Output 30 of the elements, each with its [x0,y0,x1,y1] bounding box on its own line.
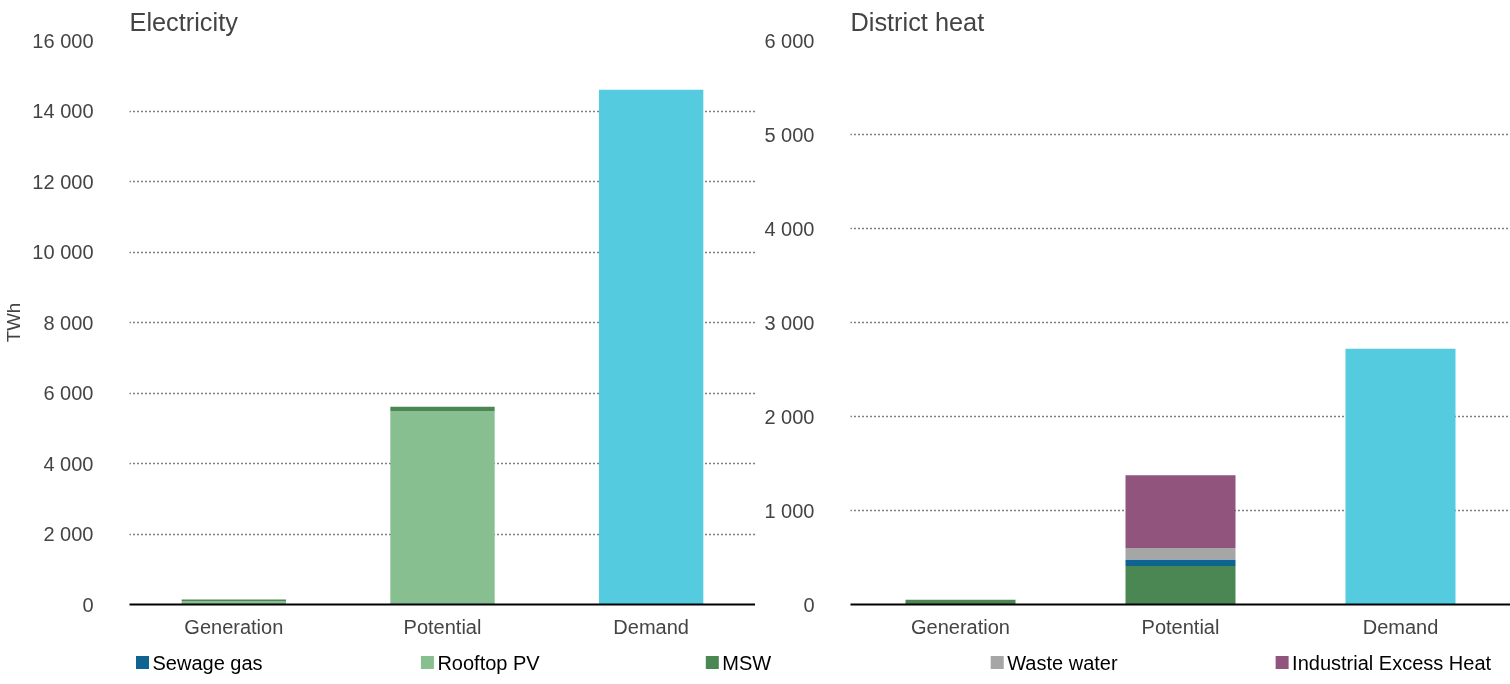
legend-label: Sewage gas [152,651,263,674]
y-tick-label: 0 [82,593,94,616]
y-tick-label: 16 000 [32,29,94,52]
chart-title: District heat [850,7,985,36]
y-tick-label: 14 000 [32,100,94,122]
y-tick-label: 6 000 [764,29,815,52]
y-tick-label: 2 000 [764,405,815,428]
x-tick-label: Demand [613,615,689,638]
y-tick-label: 5 000 [764,123,815,146]
legend-label: Waste water [1007,651,1118,674]
y-tick-label: 2 000 [43,523,94,545]
y-tick-label: 4 000 [43,452,94,475]
x-tick-label: Generation [184,615,284,638]
y-tick-label: 8 000 [43,311,94,334]
y-axis-title: TWh [3,302,25,343]
x-tick-label: Demand [1362,615,1439,638]
y-tick-label: 1 000 [764,499,815,522]
chart-title: Electricity [129,7,239,36]
y-tick-label: 12 000 [32,170,94,193]
x-tick-label: Potential [1141,615,1220,638]
legend-label: Industrial Excess Heat [1292,651,1492,674]
y-tick-label: 6 000 [43,382,94,404]
y-tick-label: 0 [803,593,815,616]
y-tick-label: 4 000 [764,217,815,240]
x-tick-label: Generation [911,615,1010,638]
legend-label: MSW [722,651,772,674]
y-tick-label: 10 000 [32,241,94,263]
y-tick-label: 3 000 [764,311,815,334]
x-tick-label: Potential [403,615,482,638]
legend-label: Rooftop PV [437,651,541,674]
